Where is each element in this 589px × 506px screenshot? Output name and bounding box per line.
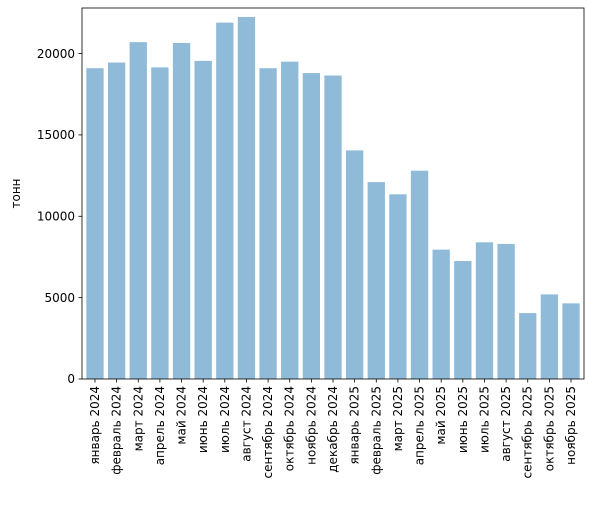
bar-3 [129, 42, 147, 380]
y-tick-label: 5000 [44, 291, 75, 305]
bar-7 [216, 22, 234, 379]
bar-10 [281, 61, 299, 379]
x-tick-label: декабрь 2024 [326, 386, 340, 473]
x-tick-label: апрель 2024 [153, 386, 167, 465]
bar-20 [497, 243, 515, 379]
x-tick-label: сентябрь 2024 [261, 386, 275, 478]
x-tick-label: август 2025 [499, 386, 513, 462]
bar-11 [302, 73, 321, 379]
bar-9 [259, 68, 277, 380]
x-tick-label: октябрь 2024 [283, 386, 297, 471]
bar-15 [389, 194, 407, 379]
y-axis-label: тонн [9, 178, 23, 208]
x-tick-label: ноябрь 2025 [564, 386, 578, 465]
bar-8 [237, 16, 256, 379]
x-tick-label: август 2024 [239, 386, 253, 462]
bar-6 [194, 60, 212, 379]
x-tick-label: октябрь 2025 [542, 386, 556, 471]
x-tick-label: сентябрь 2025 [521, 386, 535, 478]
bar-4 [151, 67, 169, 379]
x-tick-label: апрель 2025 [413, 386, 427, 465]
bar-18 [454, 261, 472, 379]
x-axis-ticks: январь 2024 февраль 2024 март 2024 апрель 2… [88, 379, 578, 478]
x-tick-label: февраль 2024 [110, 386, 124, 475]
bar-5 [172, 42, 191, 379]
bar-19 [475, 242, 494, 379]
bar-22 [540, 294, 559, 379]
x-tick-label: январь 2024 [88, 386, 102, 465]
y-tick-label: 10000 [37, 209, 75, 223]
x-tick-label: июль 2024 [218, 386, 232, 453]
x-tick-label: июнь 2024 [196, 386, 210, 453]
x-tick-label: май 2025 [434, 386, 448, 445]
bars-group [86, 16, 580, 380]
bar-2 [107, 62, 126, 379]
x-tick-label: январь 2025 [348, 386, 362, 465]
x-tick-label: июнь 2025 [456, 386, 470, 453]
bar-1 [86, 68, 104, 380]
x-tick-label: март 2025 [391, 386, 405, 451]
bar-12 [324, 75, 342, 379]
x-tick-label: май 2024 [175, 386, 189, 445]
y-axis-ticks: 0 5000 10000 15000 20000 [37, 47, 82, 386]
bar-14 [367, 182, 385, 379]
y-tick-label: 20000 [37, 47, 75, 61]
y-tick-label: 0 [67, 372, 75, 386]
x-tick-label: февраль 2025 [369, 386, 383, 475]
bar-21 [519, 313, 537, 379]
x-tick-label: июль 2025 [477, 386, 491, 453]
x-tick-label: март 2024 [131, 386, 145, 451]
y-tick-label: 15000 [37, 128, 75, 142]
bar-13 [345, 150, 364, 379]
bar-16 [410, 170, 429, 379]
x-tick-label: ноябрь 2024 [304, 386, 318, 465]
bar-17 [432, 249, 450, 379]
bar-23 [562, 303, 580, 379]
